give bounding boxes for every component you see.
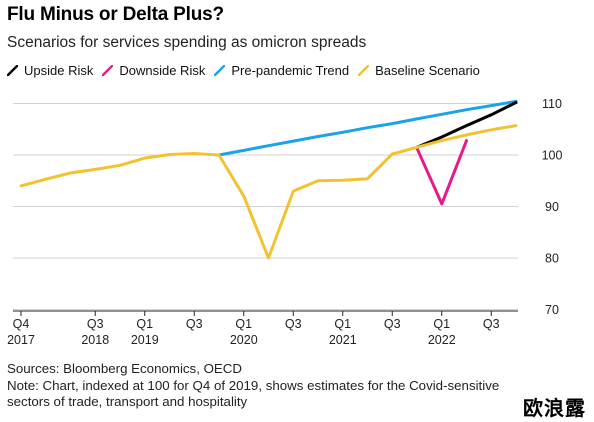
chart-title: Flu Minus or Delta Plus? xyxy=(7,4,224,25)
x-tick-label-0: Q4 xyxy=(13,317,30,331)
legend-label-baseline-scenario: Baseline Scenario xyxy=(375,62,480,78)
x-tick-year-0: 2017 xyxy=(7,333,35,347)
legend-swatch-upside-risk xyxy=(7,64,18,76)
x-tick-year-13: 2021 xyxy=(329,333,357,347)
x-tick-year-5: 2019 xyxy=(131,333,159,347)
x-tick-label-13: Q1 xyxy=(334,317,351,331)
x-tick-label-9: Q1 xyxy=(235,317,252,331)
legend-label-upside-risk: Upside Risk xyxy=(24,62,94,78)
x-tick-year-3: 2018 xyxy=(81,333,109,347)
series-line-downside-risk xyxy=(415,139,468,206)
series-line-pre-pandemic-trend xyxy=(217,99,518,157)
chart-footer: Sources: Bloomberg Economics, OECD Note:… xyxy=(7,361,507,411)
legend-item-pre-pandemic-trend: Pre-pandemic Trend xyxy=(214,63,349,78)
legend-item-upside-risk: Upside Risk xyxy=(7,63,93,78)
chart-subtitle: Scenarios for services spending as omicr… xyxy=(7,34,367,51)
legend-swatch-baseline-scenario xyxy=(358,64,370,76)
y-tick-label-110: 110 xyxy=(542,97,562,111)
y-tick-label-80: 80 xyxy=(545,252,559,266)
series-line-baseline-scenario xyxy=(19,124,518,260)
x-tick-label-17: Q1 xyxy=(433,317,450,331)
x-tick-year-17: 2022 xyxy=(428,333,456,347)
x-tick-label-11: Q3 xyxy=(285,317,302,331)
x-tick-label-15: Q3 xyxy=(384,317,401,331)
legend-label-downside-risk: Downside Risk xyxy=(119,62,206,78)
methodology-note: Note: Chart, indexed at 100 for Q4 of 20… xyxy=(7,377,500,410)
legend-label-pre-pandemic-trend: Pre-pandemic Trend xyxy=(231,62,350,78)
x-tick-label-5: Q1 xyxy=(136,317,153,331)
y-tick-label-100: 100 xyxy=(542,149,563,163)
legend-swatch-pre-pandemic-trend xyxy=(214,64,226,76)
y-tick-label-70: 70 xyxy=(545,303,559,317)
legend-swatch-downside-risk xyxy=(102,64,114,76)
x-tick-label-19: Q3 xyxy=(483,317,500,331)
legend: Upside Risk Downside Risk Pre-pandemic T… xyxy=(7,61,489,79)
y-tick-label-90: 90 xyxy=(545,200,559,214)
x-tick-year-9: 2020 xyxy=(230,333,258,347)
legend-item-downside-risk: Downside Risk xyxy=(102,63,205,78)
sources-note: Sources: Bloomberg Economics, OECD xyxy=(7,361,243,376)
series-line-upside-risk xyxy=(415,101,518,149)
legend-item-baseline-scenario: Baseline Scenario xyxy=(358,63,480,78)
x-tick-label-3: Q3 xyxy=(87,317,104,331)
x-tick-label-7: Q3 xyxy=(186,317,203,331)
watermark-logo: 欧浪露 xyxy=(523,396,586,420)
